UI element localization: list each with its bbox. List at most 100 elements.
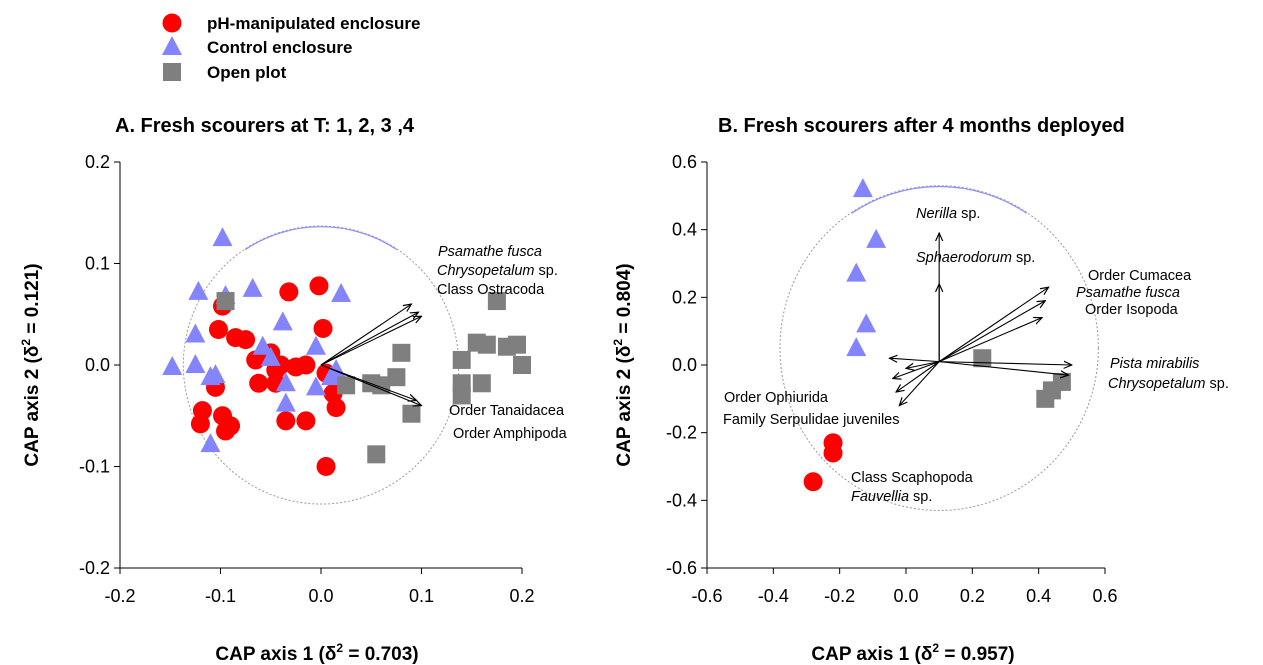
data-point-circle [279, 282, 299, 302]
vector-arrow [938, 287, 1048, 363]
y-tick-label: -0.6 [666, 558, 697, 578]
vector-arrow [896, 361, 940, 392]
data-point-triangle [272, 311, 293, 331]
y-tick-label: -0.2 [79, 558, 110, 578]
vector-label: Chrysopetalum sp. [1108, 376, 1229, 392]
vector-label: Fauvellia sp. [851, 489, 932, 505]
vector-arrow [938, 301, 1045, 363]
x-tick-label: 0.0 [893, 586, 918, 606]
y-tick-label: 0.0 [672, 355, 697, 375]
x-axis-label: CAP axis 1 (δ2 = 0.957) [811, 641, 1014, 665]
panel-a: A. Fresh scourers at T: 1, 2, 3 ,4 -0.2 -0… [19, 115, 568, 665]
vector-label-name: Psamathe fusca [438, 244, 542, 260]
data-point-triangle [185, 354, 206, 373]
x-tick-label: -0.6 [691, 586, 722, 606]
data-point-triangle [252, 335, 273, 355]
data-point-square [507, 335, 526, 354]
data-point-square [472, 374, 491, 393]
y-tick-label: 0.0 [85, 355, 110, 375]
y-tick-label: 0.2 [672, 287, 697, 307]
vector-label-name: Class Scaphopoda [851, 470, 974, 486]
panel-b: B. Fresh scourers after 4 months deploye… [611, 115, 1229, 665]
data-point-triangle [846, 337, 867, 357]
vector-arrow [893, 361, 940, 379]
legend-item: Open plot [163, 63, 287, 82]
vector-label: Psamathe fusca [438, 244, 542, 260]
x-axis-label-sup: 2 [932, 641, 939, 655]
y-tick-label: -0.2 [666, 423, 697, 443]
data-point-square [452, 386, 471, 405]
vector-arrow [320, 304, 411, 366]
vector-label-suffix: sp. [957, 206, 980, 222]
data-point-circle [296, 355, 316, 375]
y-axis-label: CAP axis 2 (δ2 = 0.804) [611, 263, 635, 466]
data-point-square [402, 404, 421, 423]
vector-arrow [899, 361, 940, 406]
x-tick-label: 0.4 [1026, 586, 1051, 606]
x-tick-label: -0.2 [824, 586, 855, 606]
vector-arrow [320, 364, 422, 406]
x-tick-label: 0.1 [409, 586, 434, 606]
vector-label-name: Order Ophiurida [724, 390, 829, 406]
vector-label-name: Order Isopoda [1085, 302, 1179, 318]
data-point-triangle [185, 323, 206, 343]
vector-label-suffix: sp. [535, 263, 558, 279]
data-point-circle [296, 411, 316, 431]
data-point-circle [326, 398, 346, 418]
vector-label: Family Serpulidae juveniles [723, 412, 900, 428]
vector-label-suffix: sp. [1206, 376, 1229, 392]
series-circle [803, 433, 843, 492]
reference-circle-top-arc [244, 226, 398, 251]
vectors [889, 233, 1071, 406]
y-tick-label: 0.2 [85, 152, 110, 172]
vector-arrow [320, 312, 418, 366]
x-tick-label: -0.2 [104, 586, 135, 606]
data-point-triangle [852, 178, 873, 198]
vector-label: Order Cumacea [1088, 268, 1192, 284]
vector-label-name: Family Serpulidae juveniles [723, 412, 900, 428]
y-tick-label: -0.1 [79, 457, 110, 477]
reference-circle [779, 185, 1099, 511]
y-tick-label: 0.6 [672, 152, 697, 172]
x-axis-label-sup: 2 [336, 641, 343, 655]
legend-marker-square [163, 63, 181, 81]
data-point-circle [208, 319, 228, 339]
legend-marker-circle [162, 13, 182, 33]
vector-label-name: Fauvellia [851, 489, 909, 505]
y-axis-label-rest: = 0.121) [22, 263, 43, 339]
data-point-circle [236, 330, 256, 350]
y-tick-label: 0.1 [85, 254, 110, 274]
data-point-triangle [305, 376, 326, 396]
data-point-circle [221, 416, 241, 436]
vector-label: Order Tanaidacea [449, 403, 565, 419]
y-axis-label: CAP axis 2 (δ2 = 0.121) [19, 263, 43, 466]
vector-label-name: Chrysopetalum [1108, 376, 1206, 392]
vector-label: Order Ophiurida [724, 390, 829, 406]
data-point-triangle [260, 346, 281, 366]
data-point-triangle [305, 335, 326, 355]
data-point-triangle [212, 227, 233, 247]
x-axis-label-main: CAP axis 1 (δ [215, 644, 336, 665]
vector-label: Class Scaphopoda [851, 470, 974, 486]
vector-arrow [320, 316, 422, 366]
data-point-triangle [200, 433, 221, 453]
data-point-triangle [242, 277, 263, 297]
vector-label: Class Ostracoda [437, 282, 545, 298]
vector-label: Sphaerodorum sp. [916, 250, 1035, 266]
data-point-circle [246, 350, 266, 370]
data-point-triangle [846, 262, 867, 282]
legend-label: Control enclosure [207, 38, 352, 57]
data-point-square [216, 292, 235, 311]
x-axis-label-main: CAP axis 1 (δ [811, 644, 932, 665]
y-tick-label: 0.4 [672, 220, 697, 240]
data-point-square [487, 292, 506, 311]
x-tick-label: 0.6 [1092, 586, 1117, 606]
legend-marker-triangle [162, 36, 182, 55]
x-tick-label: -0.1 [205, 586, 236, 606]
vector-label-name: Order Amphipoda [453, 426, 568, 442]
data-point-circle [313, 318, 333, 338]
reference-circle-top-arc [851, 185, 1028, 214]
panel-title: A. Fresh scourers at T: 1, 2, 3 ,4 [115, 115, 415, 137]
vector-label-name: Psamathe fusca [1076, 285, 1180, 301]
